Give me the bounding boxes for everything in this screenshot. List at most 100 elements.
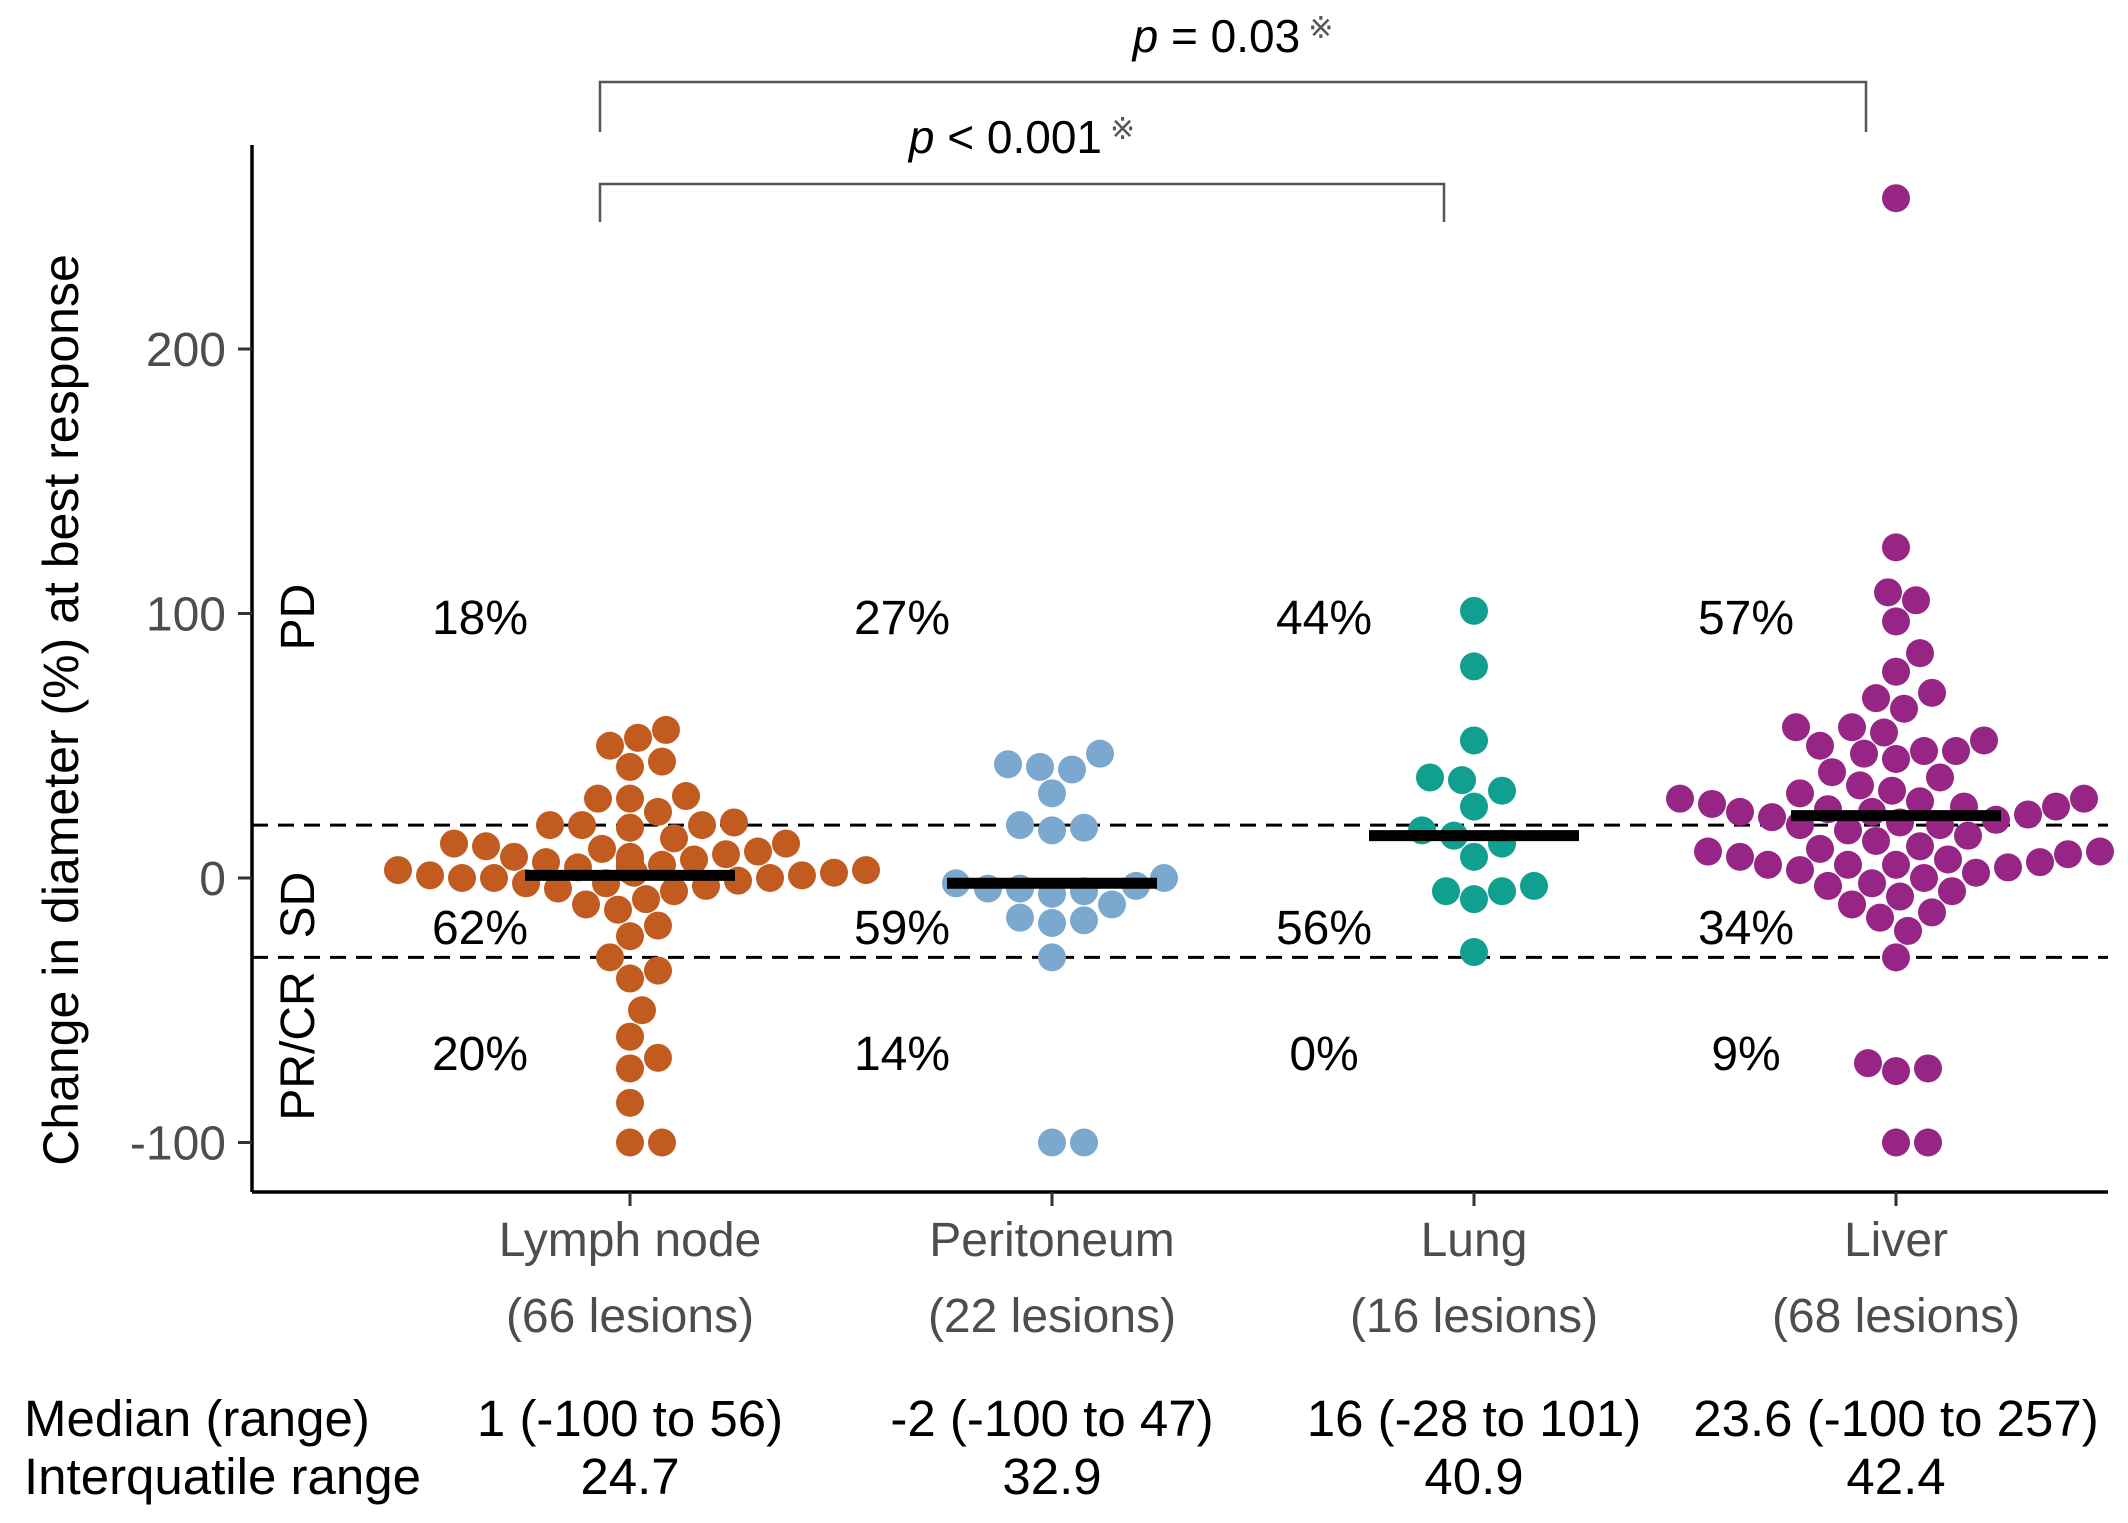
pct-pd-peritoneum: 27%	[854, 592, 950, 645]
data-point-liver	[1882, 1057, 1910, 1086]
data-point-liver	[1786, 779, 1814, 808]
pct-prcr-peritoneum: 14%	[854, 1028, 950, 1081]
data-point-lymph-node	[720, 808, 748, 837]
data-point-lymph-node	[536, 811, 564, 840]
data-point-peritoneum	[1038, 943, 1066, 972]
data-point-lymph-node	[680, 845, 708, 874]
data-point-lymph-node	[616, 1022, 644, 1051]
data-point-lymph-node	[616, 922, 644, 951]
data-point-liver	[1870, 718, 1898, 747]
data-point-liver	[2086, 837, 2114, 866]
bracket-line	[598, 182, 1446, 222]
data-point-liver	[1806, 731, 1834, 760]
data-point-lymph-node	[660, 877, 688, 906]
data-point-lymph-node	[652, 715, 680, 744]
data-point-lymph-node	[648, 1128, 676, 1157]
data-point-liver	[1882, 1128, 1910, 1157]
data-point-liver	[1814, 871, 1842, 900]
data-point-liver	[1882, 607, 1910, 636]
iqr-value-liver: 42.4	[1846, 1448, 1945, 1505]
x-tick-label-liver: Liver	[1844, 1214, 1948, 1267]
pct-sd-lung: 56%	[1276, 902, 1372, 955]
summary-label-median: Median (range)	[24, 1390, 370, 1447]
significance-brackets: p = 0.03 ※ p < 0.001 ※	[598, 10, 1868, 222]
data-point-lymph-node	[616, 1128, 644, 1157]
data-point-lymph-node	[632, 885, 660, 914]
data-point-lymph-node	[532, 848, 560, 877]
data-point-liver	[1838, 713, 1866, 742]
p-value-label: p < 0.001 ※	[907, 111, 1135, 163]
lesion-count-lung: (16 lesions)	[1350, 1290, 1598, 1343]
data-point-lymph-node	[440, 829, 468, 858]
data-point-lung	[1460, 596, 1488, 625]
zone-label-sd: SD	[272, 872, 325, 939]
data-point-liver	[1726, 842, 1754, 871]
data-point-peritoneum	[1006, 903, 1034, 932]
data-point-peritoneum	[1086, 739, 1114, 768]
data-point-liver	[1758, 803, 1786, 832]
median-range-liver: 23.6 (-100 to 257)	[1693, 1390, 2098, 1447]
data-point-lymph-node	[852, 856, 880, 885]
data-point-liver	[1910, 864, 1938, 892]
data-point-lymph-node	[672, 782, 700, 811]
data-point-peritoneum	[994, 750, 1022, 779]
data-point-liver	[1834, 850, 1862, 879]
data-point-lymph-node	[596, 731, 624, 760]
data-point-lymph-node	[616, 1054, 644, 1083]
data-point-liver	[1914, 1128, 1942, 1157]
data-point-liver	[1914, 1054, 1942, 1083]
summary-label-iqr: Interquatile range	[24, 1448, 421, 1505]
data-point-liver	[1938, 877, 1966, 906]
data-point-liver	[1862, 826, 1890, 855]
y-axis-ticks: -100 0 100 200	[130, 324, 252, 1171]
data-point-liver	[1882, 184, 1910, 213]
data-point-liver	[1918, 678, 1946, 707]
data-point-peritoneum	[1038, 1128, 1066, 1157]
data-point-liver	[1994, 853, 2022, 882]
data-point-lung	[1460, 842, 1488, 871]
data-point-peritoneum	[1098, 890, 1126, 919]
data-point-lymph-node	[472, 832, 500, 861]
data-point-lymph-node	[644, 797, 672, 826]
data-point-lymph-node	[596, 943, 624, 972]
y-tick-label: 0	[199, 853, 226, 906]
data-point-lymph-node	[616, 842, 644, 871]
data-point-peritoneum	[1038, 779, 1066, 808]
data-point-lung	[1432, 877, 1460, 906]
data-point-lung	[1488, 776, 1516, 805]
data-point-lymph-node	[416, 861, 444, 890]
data-point-lymph-node	[744, 837, 772, 866]
y-axis-title: Change in diameter (%) at best response	[33, 254, 89, 1166]
data-point-liver	[1858, 869, 1886, 898]
data-point-lymph-node	[820, 858, 848, 887]
data-point-lymph-node	[660, 824, 688, 853]
lesion-count-liver: (68 lesions)	[1772, 1290, 2020, 1343]
data-point-lymph-node	[688, 811, 716, 840]
data-point-lung	[1460, 938, 1488, 967]
data-point-lymph-node	[544, 874, 572, 903]
data-point-liver	[1906, 787, 1934, 816]
data-point-lymph-node	[448, 864, 476, 892]
median-range-peritoneum: -2 (-100 to 47)	[890, 1390, 1213, 1447]
data-point-liver	[1850, 739, 1878, 768]
zone-label-prcr: PR/CR	[272, 971, 325, 1120]
data-point-lymph-node	[712, 840, 740, 869]
data-point-lymph-node	[500, 842, 528, 871]
data-point-liver	[1902, 586, 1930, 615]
data-point-lymph-node	[572, 890, 600, 919]
data-point-lymph-node	[616, 752, 644, 781]
data-point-liver	[2026, 848, 2054, 877]
data-point-liver	[1666, 784, 1694, 813]
data-point-liver	[1874, 578, 1902, 607]
data-point-peritoneum	[1070, 813, 1098, 842]
data-point-liver	[1942, 737, 1970, 766]
pct-prcr-lymph-node: 20%	[432, 1028, 528, 1081]
data-point-liver	[1786, 856, 1814, 885]
data-point-liver	[1882, 744, 1910, 773]
y-tick-label: 100	[146, 589, 226, 642]
data-point-lymph-node	[772, 829, 800, 858]
data-point-liver	[1754, 850, 1782, 879]
data-point-peritoneum	[1058, 755, 1086, 784]
data-point-lymph-node	[644, 911, 672, 940]
